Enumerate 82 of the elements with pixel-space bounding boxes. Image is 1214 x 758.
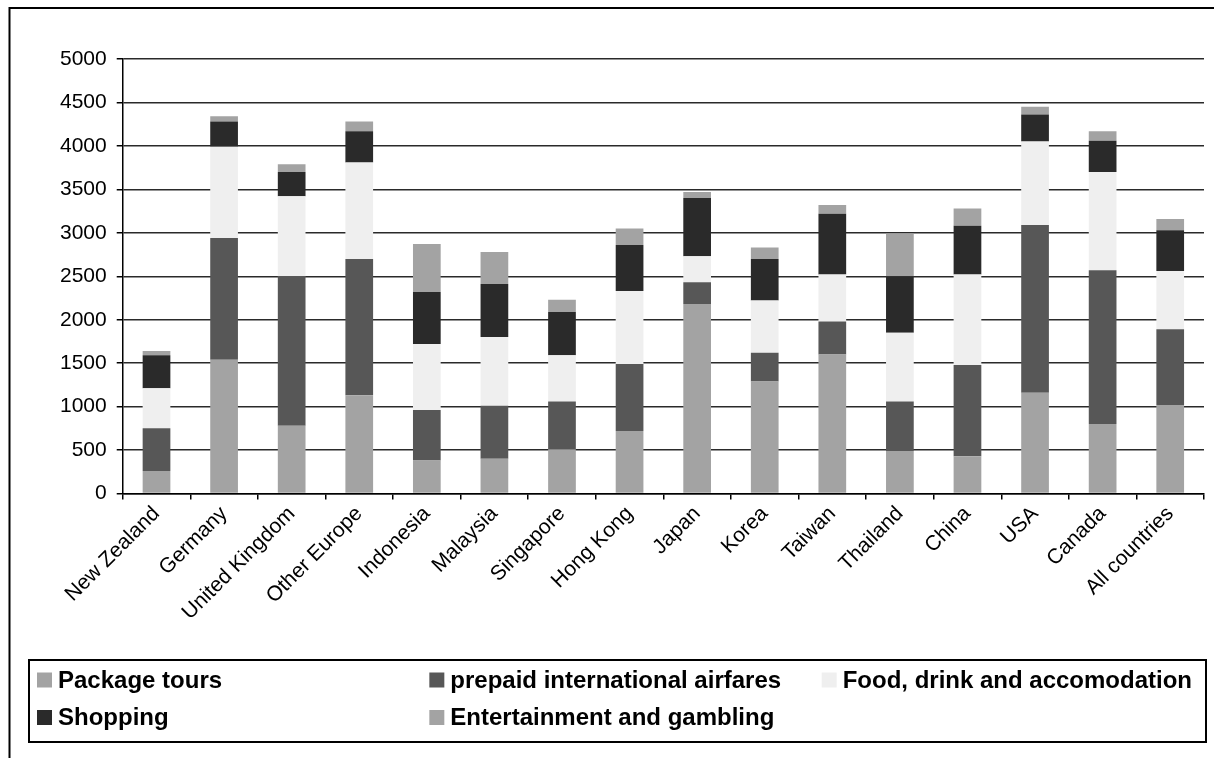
x-tick-label: USA	[995, 501, 1042, 548]
bar	[1021, 392, 1049, 493]
bar	[818, 205, 847, 214]
bar	[277, 425, 306, 493]
bar	[615, 430, 644, 493]
bar	[1088, 270, 1117, 424]
bar	[1156, 404, 1185, 493]
y-tick-label: 1000	[60, 393, 107, 417]
bar	[615, 228, 644, 245]
bar	[683, 191, 711, 199]
bar	[818, 354, 847, 493]
bar	[548, 299, 576, 312]
y-tick-label: 4000	[60, 132, 107, 156]
bar	[142, 470, 171, 493]
y-tick-label: 4500	[60, 89, 107, 113]
bar	[480, 458, 509, 493]
bar	[953, 456, 982, 493]
y-tick-label: 500	[71, 436, 107, 460]
bar	[886, 401, 914, 451]
y-tick-label: 1500	[60, 349, 107, 373]
bar	[683, 304, 711, 493]
bar	[412, 410, 441, 461]
bar	[683, 282, 711, 305]
bar	[142, 351, 171, 356]
bar	[480, 405, 509, 459]
bar	[548, 449, 576, 493]
bar	[615, 291, 644, 365]
bar	[480, 337, 509, 406]
bar	[480, 251, 509, 285]
bar	[1088, 171, 1117, 271]
legend-label: prepaid international airfares	[450, 665, 782, 693]
bar	[953, 208, 982, 226]
bar	[412, 244, 441, 292]
bar	[210, 146, 238, 239]
y-tick-label: 2000	[60, 306, 107, 330]
bar	[142, 388, 171, 429]
y-tick-label: 3000	[60, 219, 107, 243]
bar	[412, 344, 441, 411]
bar	[210, 238, 238, 360]
bar	[1156, 329, 1185, 405]
bar	[1021, 224, 1049, 393]
bar	[277, 196, 306, 277]
bar	[615, 364, 644, 431]
legend-label: Food, drink and accomodation	[842, 665, 1193, 693]
y-tick-label: 5000	[60, 45, 107, 69]
bar	[750, 352, 779, 382]
bar	[210, 116, 238, 122]
y-tick-label: 3500	[60, 176, 107, 200]
bar	[750, 300, 779, 353]
bar	[210, 359, 238, 493]
bar	[750, 247, 779, 259]
bar	[345, 395, 374, 493]
bar	[953, 274, 982, 365]
bar	[1156, 218, 1185, 231]
y-tick-label: 0	[95, 480, 107, 504]
bar	[345, 162, 374, 259]
bar	[142, 428, 171, 471]
bar	[818, 274, 847, 322]
bar	[1088, 131, 1117, 141]
bar	[548, 401, 576, 450]
bar	[886, 233, 914, 277]
bar	[1021, 106, 1049, 115]
legend-label: Entertainment and gambling	[450, 703, 775, 731]
bar	[1156, 271, 1185, 330]
legend-label: Package tours	[58, 665, 223, 693]
bar	[1021, 141, 1049, 225]
bar	[953, 364, 982, 457]
legend-label: Shopping	[58, 703, 169, 731]
bar	[818, 321, 847, 355]
bar	[345, 258, 374, 396]
bar	[886, 332, 914, 402]
bar	[1088, 424, 1117, 493]
bar	[886, 450, 914, 493]
bar	[750, 381, 779, 493]
y-tick-label: 2500	[60, 263, 107, 287]
bar	[277, 276, 306, 426]
bar	[1021, 114, 1049, 142]
bar	[345, 121, 374, 132]
bar	[412, 460, 441, 493]
bar	[548, 355, 576, 402]
bar	[277, 164, 306, 172]
bar	[683, 256, 711, 283]
